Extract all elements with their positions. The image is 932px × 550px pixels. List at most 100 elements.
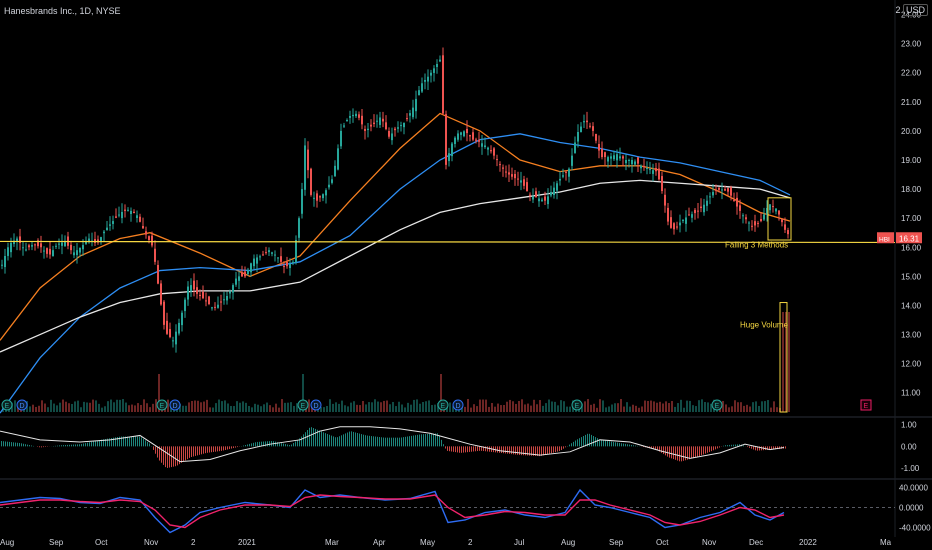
volume-bar	[359, 405, 361, 412]
moving-average-line	[0, 133, 791, 414]
macd-histogram-bar	[207, 446, 208, 453]
volume-bar	[659, 401, 661, 412]
macd-histogram-bar	[617, 442, 618, 447]
macd-histogram-bar	[733, 444, 734, 447]
candle-body	[604, 152, 606, 158]
volume-bar	[362, 400, 364, 412]
macd-tick-label: 0.00	[901, 442, 917, 451]
candle-body	[487, 147, 489, 150]
currency-indicator[interactable]: 2 USD	[895, 4, 928, 16]
candle-body	[127, 209, 129, 211]
candle-body	[322, 194, 324, 199]
candle-body	[298, 218, 300, 238]
macd-histogram-bar	[477, 446, 478, 452]
candle-body	[445, 114, 447, 165]
macd-histogram-bar	[221, 446, 222, 451]
macd-histogram-bar	[447, 446, 448, 451]
candle-body	[769, 204, 771, 211]
macd-histogram-bar	[125, 436, 126, 447]
price-tick-label: 22.00	[901, 69, 922, 78]
candle-body	[676, 226, 678, 228]
candle-body	[601, 148, 603, 158]
candle-body	[766, 208, 768, 215]
volume-bar	[386, 400, 388, 412]
volume-bar	[617, 403, 619, 412]
earnings-marker-label: E	[575, 403, 580, 410]
macd-histogram-bar	[675, 446, 676, 460]
candle-body	[598, 144, 600, 151]
macd-histogram-bar	[497, 446, 498, 453]
candle-body	[484, 145, 486, 148]
macd-histogram-bar	[709, 446, 710, 452]
volume-bar	[290, 402, 292, 412]
macd-histogram-bar	[259, 441, 260, 447]
macd-histogram-bar	[501, 446, 502, 454]
volume-bar	[62, 399, 64, 412]
candle-body	[571, 155, 573, 166]
macd-histogram-bar	[331, 435, 332, 447]
volume-bar	[56, 405, 58, 412]
candle-body	[355, 113, 357, 117]
candle-body	[310, 168, 312, 195]
volume-bar	[545, 403, 547, 412]
volume-bar	[689, 400, 691, 412]
dividend-marker-label: D	[456, 403, 461, 410]
earnings-marker-label: E	[301, 403, 306, 410]
macd-histogram-bar	[329, 434, 330, 447]
volume-bar	[47, 407, 49, 412]
volume-bar	[110, 399, 112, 412]
macd-histogram-bar	[89, 442, 90, 447]
macd-histogram-bar	[463, 446, 464, 453]
candle-body	[304, 145, 306, 190]
candle-body	[34, 244, 36, 246]
candle-body	[157, 264, 159, 284]
volume-bar	[593, 403, 595, 412]
volume-bar	[647, 400, 649, 412]
volume-bar	[398, 401, 400, 412]
candle-body	[340, 130, 342, 147]
macd-histogram-bar	[415, 435, 416, 447]
price-tag-label: 16.31	[899, 234, 920, 243]
macd-histogram-bar	[45, 446, 46, 447]
candle-body	[346, 120, 348, 121]
macd-histogram-bar	[697, 446, 698, 457]
candle-body	[142, 226, 144, 229]
macd-histogram-bar	[759, 446, 760, 451]
macd-histogram-bar	[767, 446, 768, 450]
candle-body	[313, 197, 315, 199]
volume-bar	[281, 399, 283, 412]
volume-bar	[278, 407, 280, 412]
candle-body	[220, 301, 222, 303]
price-tick-label: 24.00	[901, 11, 922, 20]
macd-histogram-bar	[105, 439, 106, 447]
volume-bar	[410, 404, 412, 412]
candle-body	[121, 212, 123, 219]
macd-histogram-bar	[127, 436, 128, 447]
candle-body	[277, 257, 279, 259]
macd-histogram-bar	[519, 446, 520, 455]
candle-body	[673, 223, 675, 230]
candle-body	[319, 196, 321, 198]
candle-body	[499, 164, 501, 166]
candle-body	[283, 266, 285, 268]
candle-body	[670, 217, 672, 228]
volume-bar	[563, 401, 565, 412]
volume-bar	[215, 403, 217, 412]
volume-bar	[242, 401, 244, 412]
macd-histogram-bar	[209, 446, 210, 453]
volume-bar	[761, 401, 763, 412]
macd-histogram-bar	[307, 430, 308, 447]
price-tick-label: 12.00	[901, 360, 922, 369]
macd-histogram-bar	[579, 438, 580, 447]
candle-body	[25, 249, 27, 251]
volume-bar	[236, 401, 238, 412]
falling-three-methods-box	[767, 197, 792, 241]
volume-bar	[632, 404, 634, 412]
moving-average-line	[0, 112, 791, 341]
candle-body	[262, 254, 264, 256]
candle-body	[64, 241, 66, 247]
macd-histogram-bar	[169, 446, 170, 468]
x-axis-label: Ma	[880, 538, 892, 547]
volume-bar	[143, 399, 145, 412]
